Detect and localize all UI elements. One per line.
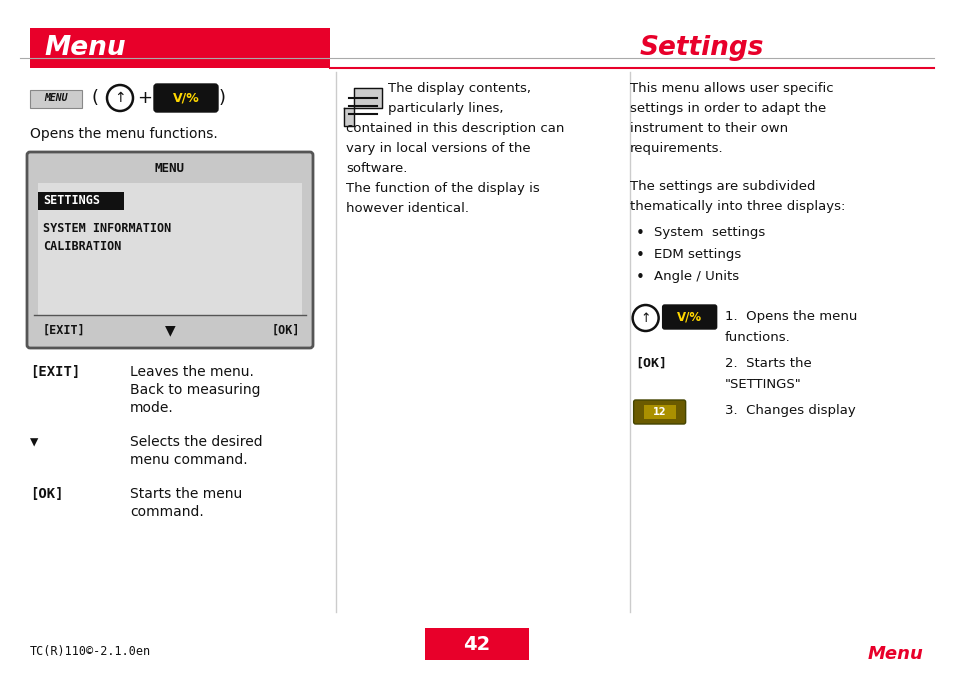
Text: ): ) (218, 89, 225, 107)
Text: Leaves the menu.: Leaves the menu. (130, 365, 253, 379)
Text: 1.  Opens the menu: 1. Opens the menu (724, 310, 856, 323)
Text: settings in order to adapt the: settings in order to adapt the (629, 102, 825, 115)
Text: vary in local versions of the: vary in local versions of the (345, 142, 530, 155)
Text: +: + (137, 89, 152, 107)
Text: [EXIT]: [EXIT] (30, 365, 80, 379)
Text: •: • (635, 248, 644, 263)
FancyBboxPatch shape (153, 84, 218, 112)
Text: V/%: V/% (677, 311, 701, 324)
Text: V/%: V/% (172, 91, 199, 104)
Text: Starts the menu: Starts the menu (130, 487, 242, 501)
Text: ▼: ▼ (30, 435, 38, 449)
Bar (30, 90, 82, 108)
Text: •: • (635, 270, 644, 285)
Polygon shape (343, 88, 381, 126)
Text: software.: software. (345, 162, 407, 175)
Text: functions.: functions. (724, 331, 790, 344)
Text: The function of the display is: The function of the display is (345, 182, 539, 195)
Text: Settings: Settings (639, 35, 763, 61)
Text: [OK]: [OK] (30, 487, 64, 501)
Text: 2.  Starts the: 2. Starts the (724, 357, 811, 370)
Text: [OK]: [OK] (635, 357, 667, 370)
Text: however identical.: however identical. (345, 202, 468, 215)
Bar (38, 183, 302, 315)
Text: "SETTINGS": "SETTINGS" (724, 378, 801, 391)
Text: Angle / Units: Angle / Units (653, 270, 738, 283)
Text: thematically into three displays:: thematically into three displays: (629, 200, 844, 213)
Text: menu command.: menu command. (130, 453, 248, 467)
Text: ↑: ↑ (639, 311, 650, 324)
Text: instrument to their own: instrument to their own (629, 122, 787, 135)
Text: TC(R)110©-2.1.0en: TC(R)110©-2.1.0en (30, 645, 151, 658)
Text: requirements.: requirements. (629, 142, 722, 155)
Text: SYSTEM INFORMATION: SYSTEM INFORMATION (43, 221, 172, 234)
Text: SETTINGS: SETTINGS (43, 194, 100, 207)
Text: CALIBRATION: CALIBRATION (43, 240, 121, 253)
Text: MENU: MENU (44, 93, 68, 103)
Bar (424, 628, 529, 660)
Text: Menu: Menu (44, 35, 126, 61)
FancyBboxPatch shape (27, 152, 313, 348)
Text: Opens the menu functions.: Opens the menu functions. (30, 127, 217, 141)
Text: ▼: ▼ (165, 323, 175, 337)
Text: The settings are subdivided: The settings are subdivided (629, 180, 814, 193)
FancyBboxPatch shape (633, 400, 685, 424)
Bar (643, 405, 675, 419)
Text: command.: command. (130, 505, 204, 519)
Text: (: ( (91, 89, 98, 107)
Bar (38, 192, 124, 210)
Text: contained in this description can: contained in this description can (345, 122, 563, 135)
Text: mode.: mode. (130, 401, 173, 415)
Text: Menu: Menu (867, 645, 923, 663)
Text: The display contents,: The display contents, (388, 82, 530, 95)
Text: Back to measuring: Back to measuring (130, 383, 260, 397)
Text: MENU: MENU (154, 162, 185, 175)
Text: [OK]: [OK] (272, 324, 299, 336)
Text: 12: 12 (652, 407, 666, 417)
Text: 42: 42 (463, 634, 490, 653)
Text: [EXIT]: [EXIT] (43, 324, 86, 336)
Text: 3.  Changes display: 3. Changes display (724, 404, 855, 417)
Text: particularly lines,: particularly lines, (388, 102, 503, 115)
FancyBboxPatch shape (662, 305, 716, 329)
Text: System  settings: System settings (653, 226, 764, 239)
Text: EDM settings: EDM settings (653, 248, 740, 261)
Text: •: • (635, 226, 644, 241)
Text: This menu allows user specific: This menu allows user specific (629, 82, 832, 95)
Text: Selects the desired: Selects the desired (130, 435, 262, 449)
Text: ↑: ↑ (114, 91, 126, 105)
Bar (30, 28, 330, 68)
